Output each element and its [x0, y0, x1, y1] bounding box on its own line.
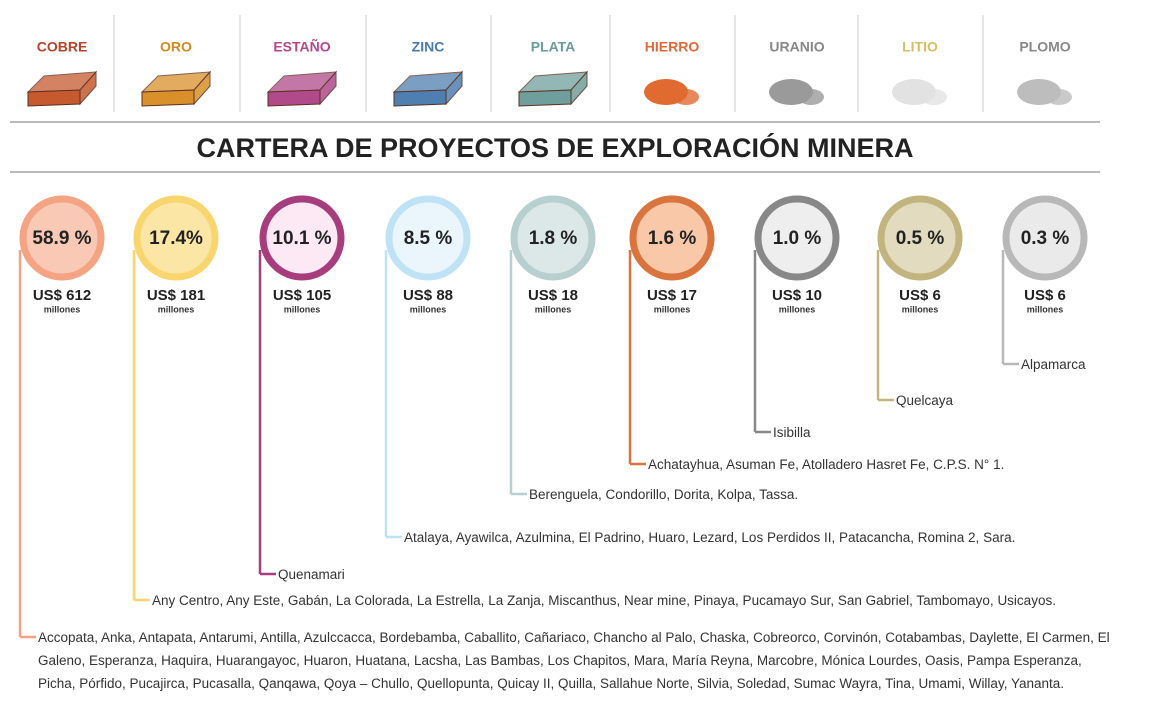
project-list: Achatayhua, Asuman Fe, Atolladero Hasret…	[648, 453, 1148, 476]
project-list: Accopata, Anka, Antapata, Antarumi, Anti…	[38, 626, 1118, 695]
project-list: Alpamarca	[1021, 353, 1155, 376]
unit: millones	[158, 304, 195, 314]
unit: millones	[284, 304, 321, 314]
ore	[798, 89, 824, 105]
mineral-label: PLOMO	[1019, 39, 1070, 55]
mineral-label: URANIO	[769, 39, 824, 55]
ore	[673, 89, 699, 105]
percent: 58.9 %	[32, 228, 91, 249]
unit: millones	[1027, 304, 1064, 314]
infographic: CARTERA DE PROYECTOS DE EXPLORACIÓN MINE…	[0, 0, 1160, 720]
amount: US$ 105	[273, 287, 331, 304]
unit: millones	[535, 304, 572, 314]
unit: millones	[779, 304, 816, 314]
percent: 17.4%	[149, 228, 203, 249]
percent: 10.1 %	[272, 228, 331, 249]
project-list: Atalaya, Ayawilca, Azulmina, El Padrino,…	[404, 526, 1155, 549]
page: CARTERA DE PROYECTOS DE EXPLORACIÓN MINE…	[0, 0, 1160, 720]
unit: millones	[44, 304, 81, 314]
percent: 0.5 %	[896, 228, 945, 249]
mineral-label: PLATA	[531, 39, 576, 55]
amount: US$ 6	[899, 287, 941, 304]
amount: US$ 10	[772, 287, 822, 304]
percent: 1.6 %	[648, 228, 697, 249]
mineral-label: ESTAÑO	[273, 38, 330, 55]
amount: US$ 88	[403, 287, 453, 304]
amount: US$ 181	[147, 287, 205, 304]
ingot-front	[142, 90, 194, 106]
amount: US$ 17	[647, 287, 697, 304]
mineral-label: ZINC	[412, 39, 445, 55]
ingot-front	[394, 90, 446, 106]
percent: 1.0 %	[773, 228, 822, 249]
title: CARTERA DE PROYECTOS DE EXPLORACIÓN MINE…	[196, 132, 913, 163]
ore	[921, 89, 947, 105]
amount: US$ 18	[528, 287, 578, 304]
ingot-front	[28, 90, 80, 106]
percent: 0.3 %	[1021, 228, 1070, 249]
project-list: Quelcaya	[896, 389, 1155, 412]
unit: millones	[902, 304, 939, 314]
percent: 8.5 %	[404, 228, 453, 249]
mineral-label: COBRE	[37, 39, 88, 55]
ingot-front	[519, 90, 571, 106]
mineral-label: HIERRO	[645, 39, 700, 55]
percent: 1.8 %	[529, 228, 578, 249]
unit: millones	[410, 304, 447, 314]
project-list: Quenamari	[278, 563, 1078, 586]
ore	[1046, 89, 1072, 105]
mineral-label: ORO	[160, 39, 192, 55]
project-list: Any Centro, Any Este, Gabán, La Colorada…	[152, 589, 1112, 612]
project-list: Berenguela, Condorillo, Dorita, Kolpa, T…	[529, 483, 1129, 506]
project-list: Isibilla	[773, 421, 1073, 444]
amount: US$ 612	[33, 287, 91, 304]
amount: US$ 6	[1024, 287, 1066, 304]
mineral-label: LITIO	[902, 39, 938, 55]
ingot-front	[268, 90, 320, 106]
unit: millones	[654, 304, 691, 314]
